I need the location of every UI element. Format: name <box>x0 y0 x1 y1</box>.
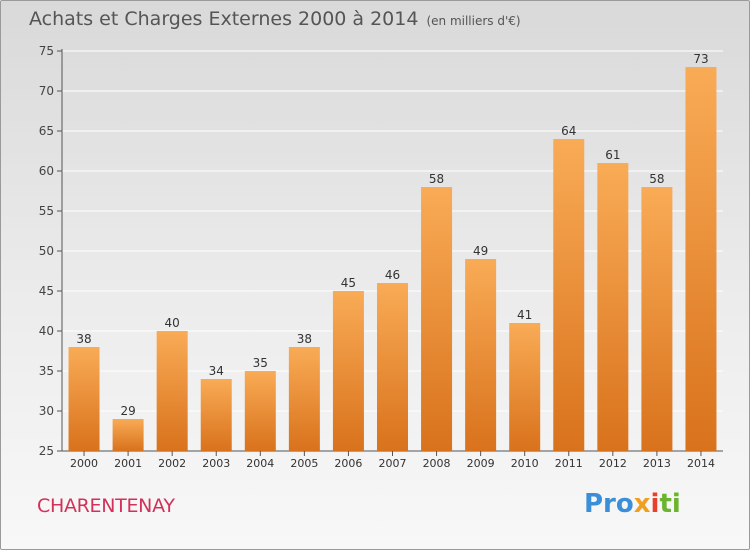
bar <box>332 291 364 451</box>
y-tick-label: 45 <box>39 284 54 298</box>
y-tick-label: 65 <box>39 124 54 138</box>
x-tick-label: 2012 <box>599 457 627 470</box>
x-tick-label: 2007 <box>379 457 407 470</box>
data-label: 45 <box>341 276 356 290</box>
data-label: 49 <box>473 244 488 258</box>
x-tick-label: 2014 <box>687 457 715 470</box>
chart-title-text: Achats et Charges Externes 2000 à 2014 <box>29 8 419 30</box>
data-label: 35 <box>253 356 268 370</box>
bar <box>288 347 320 451</box>
bar <box>156 331 188 451</box>
data-label: 73 <box>693 52 708 66</box>
x-tick-label: 2001 <box>114 457 142 470</box>
x-tick-label: 2004 <box>246 457 274 470</box>
bar <box>68 347 100 451</box>
data-label: 61 <box>605 148 620 162</box>
logo-part-2: x <box>633 489 651 519</box>
x-tick-label: 2005 <box>290 457 318 470</box>
bar <box>421 187 453 451</box>
y-tick-label: 25 <box>39 444 54 458</box>
y-tick-label: 30 <box>39 404 54 418</box>
x-tick-label: 2008 <box>423 457 451 470</box>
y-tick-label: 75 <box>39 44 54 58</box>
x-tick-label: 2002 <box>158 457 186 470</box>
unit-label: (en milliers d'€) <box>426 14 521 28</box>
bar <box>641 187 673 451</box>
x-tick-label: 2006 <box>334 457 362 470</box>
data-label: 38 <box>297 332 312 346</box>
y-tick-label: 55 <box>39 204 54 218</box>
data-label: 58 <box>429 172 444 186</box>
y-tick-label: 40 <box>39 324 54 338</box>
commune-name: CHARENTENAY <box>37 495 175 517</box>
x-tick-label: 2013 <box>643 457 671 470</box>
data-label: 29 <box>120 404 135 418</box>
proxiti-logo[interactable]: Proxiti <box>584 489 681 519</box>
data-label: 64 <box>561 124 576 138</box>
chart-title: Achats et Charges Externes 2000 à 2014 (e… <box>29 8 521 30</box>
bar <box>200 379 232 451</box>
data-label: 34 <box>209 364 224 378</box>
bar <box>377 283 408 451</box>
bar <box>112 419 144 451</box>
bar <box>244 371 276 451</box>
logo-part-1: Pro <box>584 489 634 519</box>
y-tick-label: 35 <box>39 364 54 378</box>
data-label: 41 <box>517 308 532 322</box>
bar <box>597 163 629 451</box>
data-label: 58 <box>649 172 664 186</box>
bar <box>553 139 585 451</box>
x-tick-label: 2003 <box>202 457 230 470</box>
logo-part-3: i <box>650 489 660 519</box>
x-tick-label: 2000 <box>70 457 98 470</box>
x-tick-label: 2011 <box>555 457 583 470</box>
bar <box>465 259 497 451</box>
y-tick-label: 60 <box>39 164 54 178</box>
data-label: 46 <box>385 268 400 282</box>
bar <box>685 67 717 451</box>
x-tick-label: 2010 <box>511 457 539 470</box>
x-tick-label: 2009 <box>467 457 495 470</box>
y-tick-label: 50 <box>39 244 54 258</box>
bar <box>509 323 541 451</box>
y-tick-label: 70 <box>39 84 54 98</box>
data-label: 40 <box>165 316 180 330</box>
data-label: 38 <box>76 332 91 346</box>
logo-part-4: ti <box>659 489 681 519</box>
